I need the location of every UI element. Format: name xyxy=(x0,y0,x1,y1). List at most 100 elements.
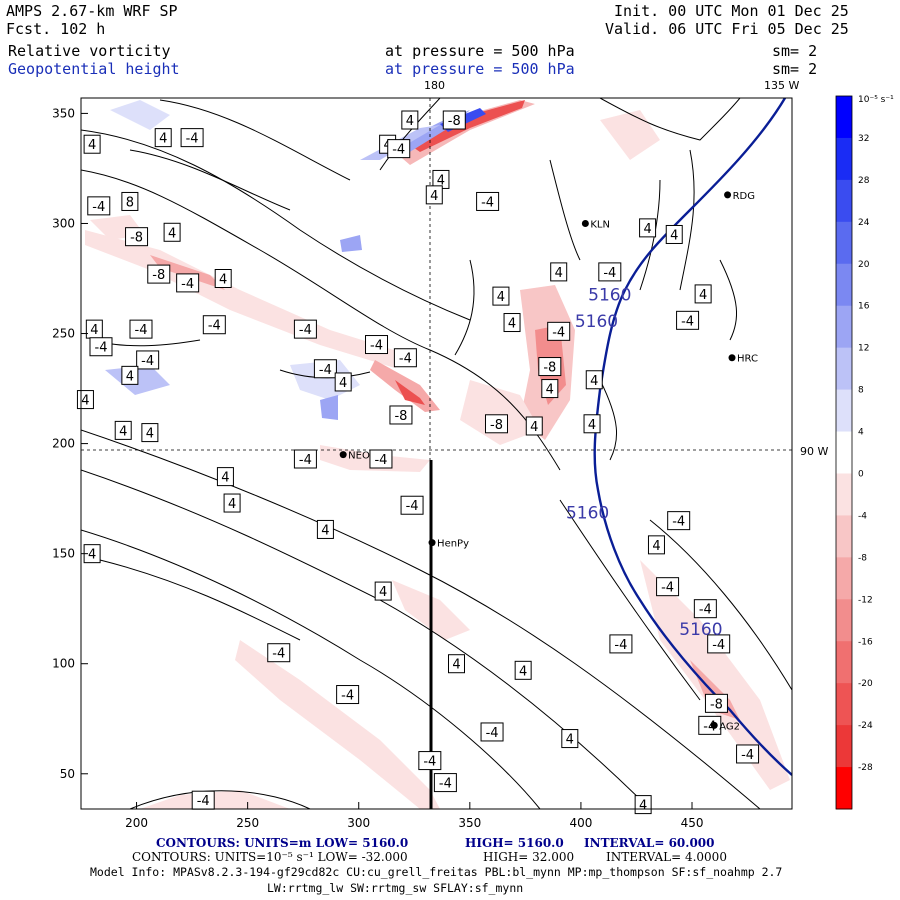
colorbar-label: 28 xyxy=(858,176,870,186)
height-contour-5160 xyxy=(593,98,792,776)
y-tick-label: 100 xyxy=(52,657,75,671)
contour-label-box xyxy=(293,449,317,469)
contour-label-text: 4 xyxy=(643,222,651,237)
colorbar-swatch xyxy=(836,179,852,223)
contour-label-text: -4 xyxy=(95,341,108,356)
y-tick-label: 50 xyxy=(60,767,75,781)
contour-label-box xyxy=(585,370,603,390)
station-ag2: AG2 xyxy=(710,721,740,732)
contour-label-box xyxy=(87,196,111,216)
contour-label-box xyxy=(267,643,291,663)
contour-label-text: -4 xyxy=(141,354,154,369)
contour-label-text: -4 xyxy=(399,352,412,367)
contour-label: -8 xyxy=(125,227,149,247)
contour-label-text: 4 xyxy=(588,418,596,433)
contour-label-text: -4 xyxy=(392,143,405,158)
contour-label-text: 4 xyxy=(497,290,505,305)
station-markers: RDG KLN HRC NEO HenPy AG2 xyxy=(339,191,758,732)
contour-label-text: 4 xyxy=(590,374,598,389)
contour-label-box xyxy=(583,414,601,434)
colorbar-swatch xyxy=(836,221,852,265)
contour-label-text: -4 xyxy=(486,726,499,741)
contour-label-box xyxy=(707,634,731,654)
x-tick-label: 250 xyxy=(236,816,259,830)
contour-label: 4 xyxy=(83,134,101,154)
contour-label-box xyxy=(136,350,160,370)
lon-label-top: 135 W xyxy=(764,79,799,92)
footer-height-contours: CONTOURS: UNITS=m LOW= 5160.0 xyxy=(156,836,409,850)
contour-label-text: -8 xyxy=(710,697,723,712)
contour-label-text: 8 xyxy=(126,195,134,210)
contour-label: -4 xyxy=(293,319,317,339)
contour-label-text: 4 xyxy=(530,420,538,435)
contour-label: 4 xyxy=(163,222,181,242)
contour-label-text: 4 xyxy=(221,471,229,486)
contour-label-box xyxy=(313,359,337,379)
contour-label-box xyxy=(492,286,510,306)
contour-label: 4 xyxy=(316,519,334,539)
contour-label: -8 xyxy=(538,357,562,377)
contour-label-text: -4 xyxy=(299,453,312,468)
contour-label-text: -8 xyxy=(448,114,461,129)
contour-label: -4 xyxy=(609,634,633,654)
station-dot xyxy=(728,354,736,362)
contour-label: -4 xyxy=(369,449,393,469)
station-name: RDG xyxy=(733,191,755,202)
contour-label: -4 xyxy=(707,634,731,654)
colorbar-swatch xyxy=(836,683,852,726)
colorbar-swatch xyxy=(836,515,852,558)
contour-label: 4 xyxy=(334,372,352,392)
contour-label: 4 xyxy=(647,535,665,555)
colorbar-label: 16 xyxy=(858,302,870,312)
contour-label-text: 4 xyxy=(519,664,527,679)
contour-label-box xyxy=(484,414,508,434)
colorbar-swatch xyxy=(836,599,852,642)
contour-label-box xyxy=(442,110,466,130)
contour-label-box xyxy=(114,420,132,440)
footer-vort-high: HIGH= 32.000 xyxy=(483,850,575,864)
plot-frame xyxy=(80,97,793,810)
contour-label-text: -4 xyxy=(92,200,105,215)
contour-label-text: -8 xyxy=(130,231,143,246)
contour-label-text: 4 xyxy=(555,266,563,281)
colorbar-unit: 10⁻⁵ s⁻¹ xyxy=(858,95,894,105)
colorbar-swatch xyxy=(836,389,852,433)
contour-label-text: -4 xyxy=(299,323,312,338)
meridian-label: 180 xyxy=(424,79,445,92)
colorbar-label: 32 xyxy=(858,134,869,144)
colorbar-label: -20 xyxy=(858,679,873,689)
contour-label: -4 xyxy=(393,348,417,368)
height-contour-label: 5160 xyxy=(588,286,631,306)
contour-label-box xyxy=(393,348,417,368)
contour-label-box xyxy=(223,493,241,513)
contour-label-box xyxy=(656,577,680,597)
contour-label: 4 xyxy=(223,493,241,513)
field2-smoothing: sm= 2 xyxy=(772,60,818,78)
colorbar-label: -16 xyxy=(858,637,873,647)
contour-label-box xyxy=(147,264,171,284)
contour-label-box xyxy=(676,310,700,330)
x-axis: 200 250 300 350 400 450 xyxy=(125,802,703,830)
contour-label-text: 4 xyxy=(81,394,89,409)
contour-label-text: -4 xyxy=(341,689,354,704)
station-name: NEO xyxy=(348,451,370,462)
station-rdg: RDG xyxy=(724,191,755,202)
colorbar-label: 4 xyxy=(858,428,864,438)
footer-height-high: HIGH= 5160.0 xyxy=(465,836,564,850)
x-tick-label: 350 xyxy=(458,816,481,830)
contour-label: -4 xyxy=(667,511,691,531)
contour-label-box xyxy=(293,319,317,339)
contour-label: -4 xyxy=(598,262,622,282)
contour-label-box xyxy=(598,262,622,282)
contour-label-box xyxy=(334,372,352,392)
contour-label-text: -4 xyxy=(712,638,725,653)
contour-label-text: 4 xyxy=(508,317,516,332)
colorbar-swatch xyxy=(836,305,852,349)
contour-label: 4 xyxy=(561,729,579,749)
contour-label-text: 4 xyxy=(379,585,387,600)
contour-label: -4 xyxy=(176,273,200,293)
station-dot xyxy=(710,721,718,729)
contour-label-box xyxy=(667,511,691,531)
y-tick-label: 350 xyxy=(52,106,75,120)
contour-label: -4 xyxy=(89,337,113,357)
